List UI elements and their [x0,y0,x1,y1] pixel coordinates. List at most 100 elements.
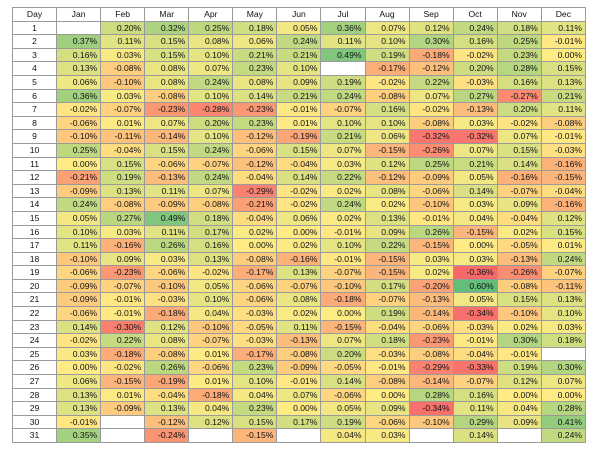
value-cell[interactable]: 0.14% [232,88,278,104]
day-cell[interactable]: 11 [11,156,58,172]
value-cell[interactable]: 0.02% [276,306,322,321]
value-cell[interactable]: -0.03% [232,333,278,348]
value-cell[interactable]: 0.12% [144,319,190,335]
value-cell[interactable]: -0.08% [100,197,146,212]
value-cell[interactable]: -0.29% [232,183,278,199]
value-cell[interactable]: -0.15% [452,224,498,240]
value-cell[interactable]: 0.19% [364,306,410,321]
day-cell[interactable]: 5 [11,74,58,90]
value-cell[interactable]: 0.04% [452,210,498,226]
value-cell[interactable]: 0.23% [232,401,278,416]
value-cell[interactable]: 0.24% [540,428,587,443]
value-cell[interactable]: -0.23% [144,102,190,117]
value-cell[interactable]: 0.18% [188,210,234,226]
value-cell[interactable]: 0.21% [276,88,322,104]
value-cell[interactable]: 0.10% [188,47,234,63]
value-cell[interactable]: 0.11% [276,319,322,335]
value-cell[interactable]: -0.07% [276,278,322,294]
value-cell[interactable]: -0.04% [276,156,322,172]
value-cell[interactable]: 0.26% [144,360,190,376]
value-cell[interactable]: -0.06% [408,319,454,335]
value-cell[interactable]: 0.13% [56,401,102,416]
value-cell[interactable]: 0.23% [232,115,278,131]
value-cell[interactable]: 0.11% [144,183,190,199]
value-cell[interactable]: -0.06% [408,183,454,199]
value-cell[interactable]: 0.15% [540,224,587,240]
value-cell[interactable]: 0.13% [276,265,322,280]
value-cell[interactable]: 0.03% [364,428,410,443]
value-cell[interactable]: 0.16% [452,34,498,49]
value-cell[interactable]: 0.14% [452,428,498,443]
value-cell[interactable]: 0.24% [188,74,234,90]
value-cell[interactable]: 0.04% [496,401,542,416]
value-cell[interactable] [276,428,322,443]
value-cell[interactable]: 0.10% [364,115,410,131]
value-cell[interactable]: 0.02% [320,210,366,226]
value-cell[interactable]: 0.08% [144,74,190,90]
value-cell[interactable]: 0.24% [320,88,366,104]
value-cell[interactable] [100,428,146,443]
value-cell[interactable]: 0.25% [408,156,454,172]
value-cell[interactable]: 0.10% [540,306,587,321]
value-cell[interactable]: 0.13% [364,210,410,226]
column-header-may[interactable]: May [232,7,278,22]
column-header-feb[interactable]: Feb [100,7,146,22]
day-cell[interactable]: 13 [11,183,58,199]
value-cell[interactable]: 0.06% [56,74,102,90]
value-cell[interactable]: 0.00% [452,238,498,253]
value-cell[interactable]: -0.17% [364,61,410,76]
value-cell[interactable]: -0.07% [188,156,234,172]
value-cell[interactable]: -0.10% [496,306,542,321]
value-cell[interactable]: 0.00% [540,47,587,63]
value-cell[interactable]: 0.08% [276,292,322,308]
day-cell[interactable]: 23 [11,319,58,335]
value-cell[interactable]: -0.18% [188,387,234,403]
value-cell[interactable]: -0.05% [320,360,366,376]
column-header-nov[interactable]: Nov [496,7,542,22]
value-cell[interactable]: 0.09% [100,251,146,267]
value-cell[interactable]: -0.08% [276,346,322,362]
value-cell[interactable]: 0.25% [188,20,234,36]
value-cell[interactable]: 0.26% [144,238,190,253]
value-cell[interactable]: -0.06% [232,292,278,308]
value-cell[interactable]: -0.06% [320,387,366,403]
value-cell[interactable]: 0.30% [496,333,542,348]
value-cell[interactable]: 0.15% [232,414,278,430]
day-cell[interactable]: 18 [11,251,58,267]
value-cell[interactable]: 0.11% [320,34,366,49]
value-cell[interactable]: 0.00% [56,156,102,172]
value-cell[interactable]: -0.20% [408,278,454,294]
value-cell[interactable]: -0.07% [320,102,366,117]
day-cell[interactable]: 3 [11,47,58,63]
value-cell[interactable]: -0.06% [232,278,278,294]
value-cell[interactable]: -0.21% [56,170,102,185]
day-cell[interactable]: 9 [11,129,58,144]
value-cell[interactable]: -0.32% [408,129,454,144]
value-cell[interactable]: -0.07% [100,102,146,117]
day-cell[interactable]: 2 [11,34,58,49]
day-cell[interactable]: 31 [11,428,58,443]
value-cell[interactable]: 0.10% [188,129,234,144]
value-cell[interactable]: 0.10% [188,292,234,308]
value-cell[interactable]: 0.49% [144,210,190,226]
value-cell[interactable]: 0.04% [188,306,234,321]
value-cell[interactable]: 0.36% [320,20,366,36]
value-cell[interactable]: -0.24% [144,428,190,443]
value-cell[interactable]: 0.11% [452,401,498,416]
value-cell[interactable]: -0.07% [540,265,587,280]
day-cell[interactable]: 21 [11,292,58,308]
value-cell[interactable]: -0.06% [144,156,190,172]
value-cell[interactable]: 0.17% [364,278,410,294]
value-cell[interactable]: -0.16% [276,251,322,267]
value-cell[interactable]: -0.14% [408,374,454,389]
value-cell[interactable]: -0.16% [496,170,542,185]
value-cell[interactable]: 0.14% [56,319,102,335]
value-cell[interactable]: -0.12% [232,156,278,172]
value-cell[interactable]: 0.10% [320,115,366,131]
value-cell[interactable]: -0.08% [144,346,190,362]
value-cell[interactable]: -0.15% [408,238,454,253]
value-cell[interactable]: 0.05% [188,278,234,294]
day-cell[interactable]: 16 [11,224,58,240]
value-cell[interactable]: 0.10% [56,224,102,240]
value-cell[interactable]: -0.08% [408,346,454,362]
